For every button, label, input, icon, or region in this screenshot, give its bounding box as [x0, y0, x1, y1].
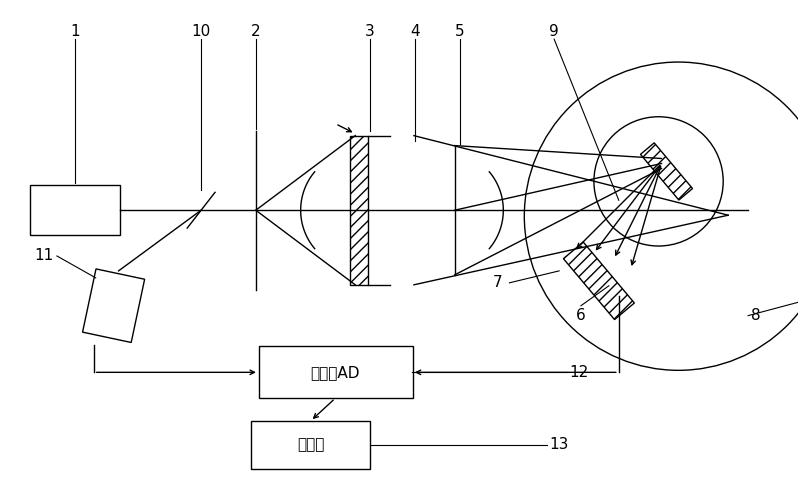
Text: 4: 4: [410, 24, 420, 39]
Bar: [30, 185, 119, 235]
Text: 3: 3: [366, 24, 375, 39]
Bar: [563, 242, 634, 320]
Text: 10: 10: [191, 24, 210, 39]
Text: 11: 11: [34, 248, 54, 264]
Text: 2: 2: [251, 24, 261, 39]
Text: 放大与AD: 放大与AD: [310, 365, 360, 380]
Text: 8: 8: [751, 308, 761, 323]
Text: 6: 6: [576, 308, 586, 323]
Text: 7: 7: [493, 276, 502, 290]
Bar: [82, 269, 145, 343]
Bar: [251, 421, 370, 469]
Text: 9: 9: [550, 24, 559, 39]
Text: 5: 5: [455, 24, 465, 39]
Bar: [258, 347, 413, 398]
Text: 12: 12: [570, 365, 589, 380]
Bar: [350, 136, 368, 285]
Text: 1: 1: [70, 24, 80, 39]
Bar: [641, 143, 693, 200]
Text: 计算机: 计算机: [297, 437, 324, 452]
Text: 13: 13: [550, 437, 569, 452]
